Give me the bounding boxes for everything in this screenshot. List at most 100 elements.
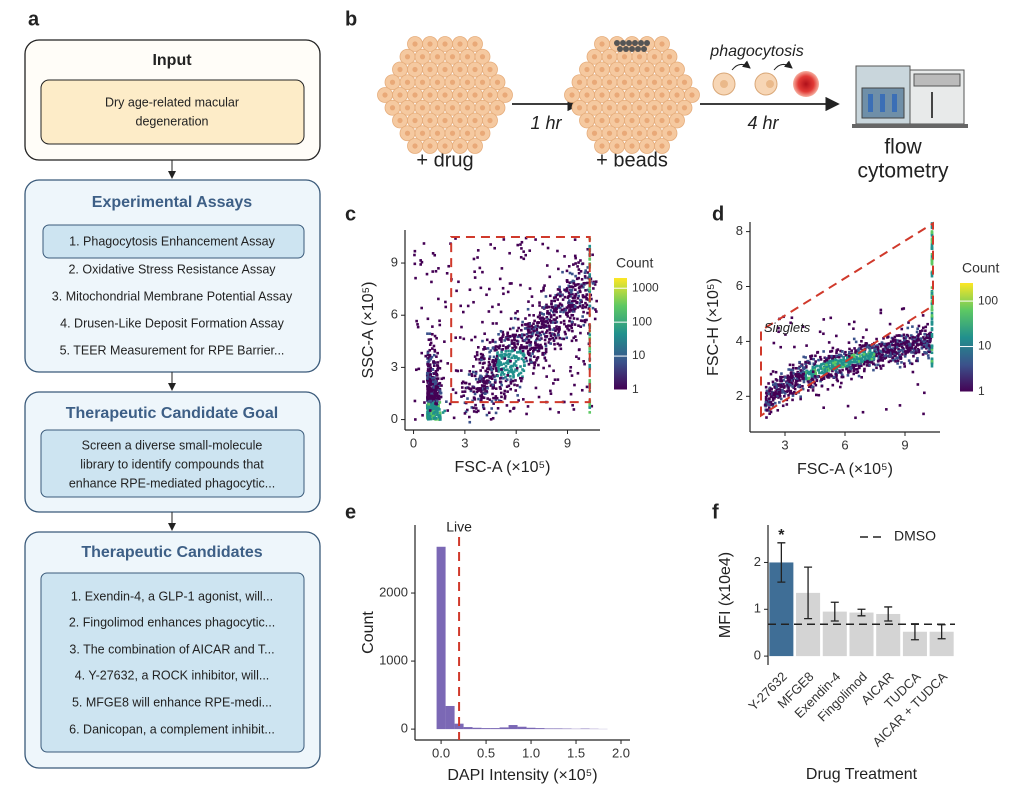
- density-cell: [506, 290, 510, 294]
- colorbar-title: Count: [962, 260, 999, 276]
- density-cell: [774, 392, 777, 395]
- density-cell: [523, 338, 527, 342]
- density-cell: [569, 365, 573, 369]
- nucleus: [412, 143, 418, 149]
- density-cell: [832, 361, 835, 365]
- density-cell: [454, 336, 458, 339]
- density-cell: [422, 380, 425, 383]
- density-cell: [577, 357, 581, 360]
- histogram-bar: [535, 728, 545, 730]
- density-cell: [430, 407, 434, 411]
- density-cell: [533, 319, 536, 323]
- density-cell: [501, 330, 505, 334]
- density-cell: [871, 362, 875, 366]
- histogram-bar: [436, 546, 446, 730]
- density-cell: [896, 356, 900, 359]
- density-cell: [768, 390, 771, 393]
- density-cell: [764, 395, 768, 399]
- density-cell: [552, 296, 556, 300]
- density-cell: [881, 343, 884, 346]
- highlight-box: [42, 224, 305, 259]
- density-cell: [930, 234, 934, 237]
- density-cell: [536, 315, 540, 319]
- density-cell: [791, 394, 795, 397]
- x-tick-label: 1.5: [567, 745, 585, 760]
- density-cell: [433, 396, 437, 400]
- density-cell: [852, 367, 856, 371]
- density-cell: [853, 360, 856, 364]
- density-cell: [930, 364, 934, 368]
- density-cell: [491, 386, 495, 389]
- density-cell: [797, 367, 801, 370]
- density-cell: [568, 309, 571, 312]
- density-cell: [543, 356, 547, 360]
- density-cell: [536, 356, 540, 359]
- density-cell: [827, 364, 831, 368]
- density-cell: [840, 375, 844, 379]
- density-cell: [588, 379, 592, 382]
- density-cell: [502, 392, 506, 396]
- density-cell: [893, 358, 897, 362]
- density-cell: [846, 356, 849, 359]
- density-cell: [591, 306, 595, 310]
- list-item: 4. Y-27632, a ROCK inhibitor, will...: [75, 668, 270, 682]
- density-cell: [783, 392, 787, 395]
- density-cell: [433, 395, 437, 398]
- density-cell: [791, 398, 794, 402]
- density-cell: [416, 323, 419, 326]
- density-cell: [780, 375, 784, 379]
- density-cell: [490, 368, 494, 372]
- nucleus: [442, 66, 448, 73]
- density-cell: [928, 340, 932, 344]
- density-cell: [487, 360, 491, 364]
- density-cell: [926, 354, 930, 357]
- density-cell: [558, 314, 562, 318]
- density-cell: [923, 350, 926, 354]
- density-cell: [502, 367, 506, 370]
- nucleus: [404, 105, 411, 111]
- density-cell: [850, 352, 854, 356]
- legend-label: DMSO: [894, 528, 936, 544]
- density-cell: [876, 344, 879, 347]
- density-cell: [494, 411, 498, 415]
- density-cell: [472, 386, 476, 390]
- density-cell: [522, 352, 525, 355]
- density-cell: [437, 382, 440, 386]
- density-cell: [583, 320, 587, 324]
- density-cell: [775, 388, 779, 392]
- nucleus: [674, 117, 680, 124]
- density-cell: [481, 391, 484, 395]
- density-cell: [574, 274, 577, 278]
- y-tick-label: 8: [736, 223, 743, 238]
- density-cell: [830, 349, 834, 353]
- density-cell: [527, 300, 530, 303]
- panel-label: d: [712, 203, 724, 225]
- phagocytic-cell: [793, 71, 819, 97]
- density-cell: [907, 359, 911, 362]
- density-cell: [576, 371, 580, 375]
- density-cell: [512, 375, 515, 379]
- density-cell: [493, 246, 496, 250]
- density-cell: [868, 363, 871, 367]
- nucleus: [434, 54, 441, 60]
- density-cell: [436, 366, 440, 369]
- density-cell: [479, 395, 483, 398]
- density-cell: [495, 358, 498, 362]
- density-cell: [518, 333, 521, 337]
- error-bar: [804, 566, 813, 620]
- density-cell: [792, 390, 796, 394]
- density-cell: [825, 365, 828, 369]
- density-cell: [567, 324, 570, 327]
- density-cell: [816, 375, 819, 379]
- density-cell: [549, 389, 552, 393]
- error-bar: [830, 601, 839, 622]
- density-cell: [916, 357, 919, 360]
- density-cell: [817, 358, 820, 362]
- density-cell: [801, 325, 805, 329]
- density-cell: [527, 338, 531, 342]
- density-cell: [493, 349, 497, 352]
- density-cell: [435, 377, 438, 380]
- density-cell: [521, 375, 524, 379]
- density-cell: [854, 351, 857, 355]
- density-cell: [903, 355, 907, 358]
